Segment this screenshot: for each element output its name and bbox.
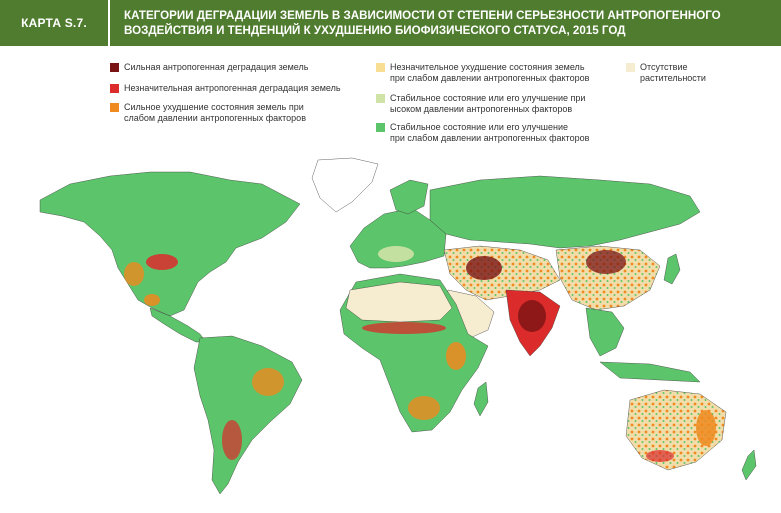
legend-item-strong-low-pressure: Сильное ухудшение состояния земель при сл…	[110, 102, 306, 124]
legend-item-stable-high-pressure: Стабильное состояние или его улучшение п…	[376, 93, 585, 115]
indonesia	[599, 361, 701, 383]
legend-item-minor-low-pressure: Незначительное ухудшение состояния земел…	[376, 62, 589, 84]
australia	[625, 389, 727, 471]
map-title: КАТЕГОРИИ ДЕГРАДАЦИИ ЗЕМЕЛЬ В ЗАВИСИМОСТ…	[110, 0, 781, 46]
central-america	[149, 307, 207, 343]
hotspot-australia-south	[646, 450, 674, 462]
legend-item-minor-anthropogenic: Незначительная антропогенная деградация …	[110, 83, 341, 94]
hotspot-southern-africa	[408, 396, 440, 420]
hotspot-middle-east	[466, 256, 502, 280]
legend-label: Отсутствие растительности	[640, 62, 706, 83]
legend-swatch	[110, 103, 119, 112]
legend-swatch	[376, 123, 385, 132]
hotspot-mexico	[144, 294, 160, 306]
map-number-tag: КАРТА S.7.	[21, 16, 87, 30]
world-map	[39, 157, 757, 495]
north-asia	[429, 175, 701, 249]
new-zealand	[741, 449, 757, 481]
madagascar	[473, 381, 489, 417]
map-title-line-1: КАТЕГОРИИ ДЕГРАДАЦИИ ЗЕМЕЛЬ В ЗАВИСИМОСТ…	[124, 9, 721, 22]
south-america	[193, 335, 303, 495]
scandinavia	[389, 179, 429, 215]
hotspot-north-america-plains	[146, 254, 178, 270]
hotspot-south-america-east	[252, 368, 284, 396]
hotspot-india	[518, 300, 546, 332]
legend-item-stable-low-pressure: Стабильное состояние или его улучшение пр…	[376, 122, 589, 144]
legend-item-strong-anthropogenic: Сильная антропогенная деградация земель	[110, 62, 308, 73]
north-america	[39, 171, 301, 317]
header-divider	[108, 0, 110, 46]
japan	[663, 253, 681, 285]
legend-label: Сильная антропогенная деградация земель	[124, 62, 309, 72]
legend-swatch	[110, 63, 119, 72]
east-asia	[555, 245, 661, 311]
europe	[349, 207, 447, 269]
greenland	[311, 157, 379, 213]
legend-swatch	[376, 94, 385, 103]
legend-swatch	[376, 63, 385, 72]
legend-label: Сильное ухудшение состояния земель при сл…	[124, 102, 306, 123]
hotspot-australia-east	[696, 410, 716, 446]
central-asia	[443, 245, 561, 301]
legend-label: Незначительное ухудшение состояния земел…	[390, 62, 590, 83]
hotspot-europe	[378, 246, 414, 262]
degradation-hotspots	[124, 246, 716, 462]
hotspot-east-africa	[446, 342, 466, 370]
legend-swatch	[626, 63, 635, 72]
hotspot-china	[586, 250, 626, 274]
map-title-line-2: ВОЗДЕЙСТВИЯ И ТЕНДЕНЦИЙ К УХУДШЕНИЮ БИОФ…	[124, 24, 626, 37]
hotspot-sahel	[362, 322, 446, 334]
hotspot-north-america-west	[124, 262, 144, 286]
legend-label: Незначительная антропогенная деградация …	[124, 83, 341, 93]
southeast-asia	[585, 307, 625, 357]
legend-label: Стабильное состояние или его улучшение пр…	[390, 122, 590, 143]
legend-item-no-vegetation: Отсутствие растительности	[626, 62, 706, 84]
legend-swatch	[110, 84, 119, 93]
legend-label: Стабильное состояние или его улучшение п…	[390, 93, 586, 114]
map-header: КАРТА S.7. КАТЕГОРИИ ДЕГРАДАЦИИ ЗЕМЕЛЬ В…	[0, 0, 781, 46]
map-legend: Сильная антропогенная деградация земель …	[0, 60, 781, 150]
hotspot-south-america-south	[222, 420, 242, 460]
sahara	[345, 281, 453, 323]
